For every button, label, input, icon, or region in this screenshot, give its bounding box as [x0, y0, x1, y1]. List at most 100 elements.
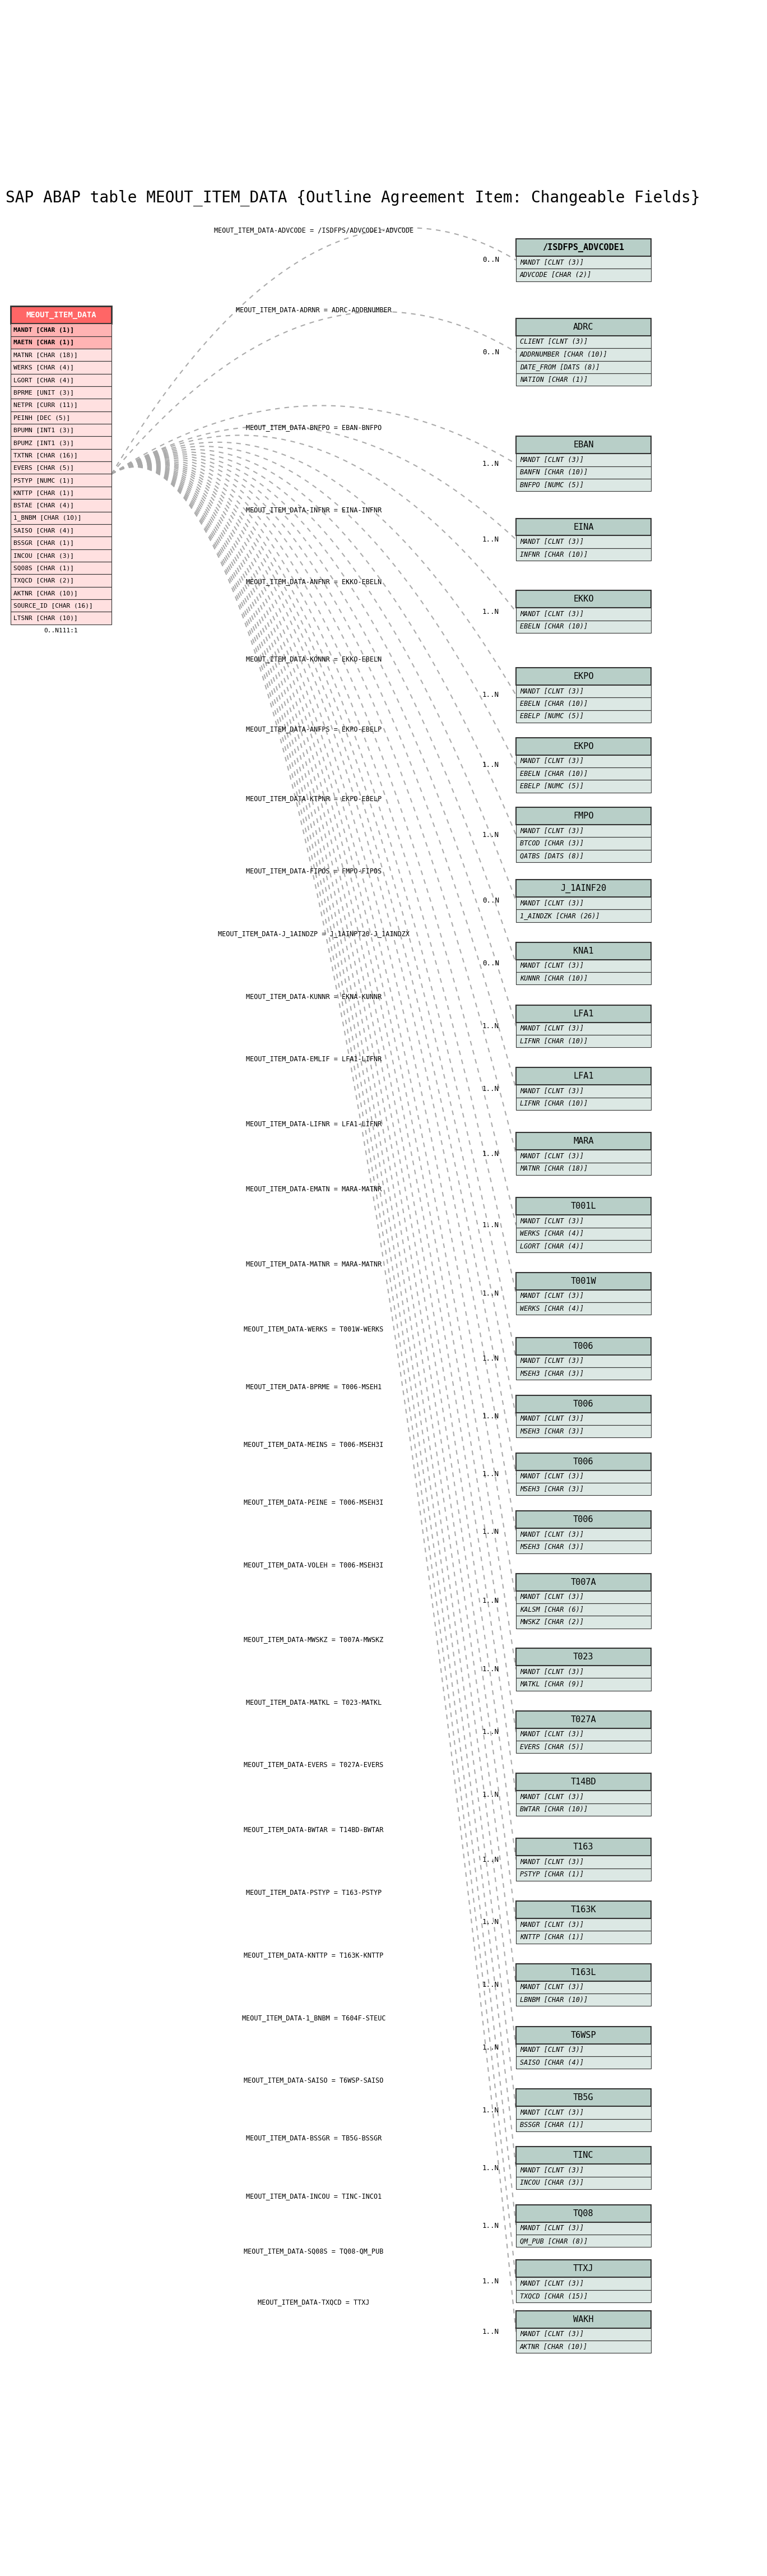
FancyBboxPatch shape	[516, 1239, 651, 1252]
Text: 1..N: 1..N	[482, 832, 499, 840]
Text: MEOUT_ITEM_DATA-SAISO = T6WSP-SAISO: MEOUT_ITEM_DATA-SAISO = T6WSP-SAISO	[244, 2076, 384, 2084]
FancyBboxPatch shape	[516, 943, 651, 961]
Text: 1..N: 1..N	[482, 1919, 499, 1927]
Text: MWSKZ [CHAR (2)]: MWSKZ [CHAR (2)]	[520, 1618, 584, 1625]
FancyBboxPatch shape	[516, 1994, 651, 2007]
FancyBboxPatch shape	[516, 536, 651, 549]
Text: TQ08: TQ08	[573, 2210, 594, 2218]
FancyBboxPatch shape	[516, 1710, 651, 1728]
Text: NATION [CHAR (1)]: NATION [CHAR (1)]	[520, 376, 588, 384]
Text: MANDT [CLNT (3)]: MANDT [CLNT (3)]	[520, 1984, 584, 1991]
Text: MANDT [CLNT (3)]: MANDT [CLNT (3)]	[520, 1414, 584, 1422]
FancyBboxPatch shape	[516, 2164, 651, 2177]
FancyBboxPatch shape	[11, 399, 111, 412]
Text: EKPO: EKPO	[573, 672, 594, 680]
Text: PSTYP [NUMC (1)]: PSTYP [NUMC (1)]	[13, 477, 74, 484]
Text: MEOUT_ITEM_DATA-ANFPS = EKPO-EBELP: MEOUT_ITEM_DATA-ANFPS = EKPO-EBELP	[246, 726, 382, 732]
FancyBboxPatch shape	[516, 1512, 651, 1528]
FancyBboxPatch shape	[516, 1855, 651, 1868]
Text: BNFPO [NUMC (5)]: BNFPO [NUMC (5)]	[520, 482, 584, 489]
Text: MANDT [CLNT (3)]: MANDT [CLNT (3)]	[520, 1857, 584, 1865]
FancyBboxPatch shape	[516, 768, 651, 781]
Text: 1..N: 1..N	[482, 1857, 499, 1862]
Text: MANDT [CLNT (3)]: MANDT [CLNT (3)]	[520, 963, 584, 969]
FancyBboxPatch shape	[516, 1337, 651, 1355]
Text: ADVCODE [CHAR (2)]: ADVCODE [CHAR (2)]	[520, 270, 591, 278]
Text: T023: T023	[573, 1654, 594, 1662]
Text: BANFN [CHAR (10)]: BANFN [CHAR (10)]	[520, 469, 588, 477]
Text: MEOUT_ITEM_DATA-MWSKZ = T007A-MWSKZ: MEOUT_ITEM_DATA-MWSKZ = T007A-MWSKZ	[244, 1636, 384, 1643]
Text: T006: T006	[573, 1515, 594, 1525]
Text: EBELP [NUMC (5)]: EBELP [NUMC (5)]	[520, 714, 584, 719]
Text: QM_PUB [CHAR (8)]: QM_PUB [CHAR (8)]	[520, 2236, 588, 2244]
Text: KNTTP [CHAR (1)]: KNTTP [CHAR (1)]	[520, 1935, 584, 1940]
FancyBboxPatch shape	[11, 348, 111, 361]
FancyBboxPatch shape	[516, 518, 651, 536]
FancyBboxPatch shape	[516, 435, 651, 453]
Text: EBELN [CHAR (10)]: EBELN [CHAR (10)]	[520, 701, 588, 708]
Text: T001L: T001L	[571, 1203, 596, 1211]
Text: BPUMN [INT1 (3)]: BPUMN [INT1 (3)]	[13, 428, 74, 433]
Text: T14BD: T14BD	[571, 1777, 596, 1785]
FancyBboxPatch shape	[516, 1396, 651, 1412]
Text: MATKL [CHAR (9)]: MATKL [CHAR (9)]	[520, 1680, 584, 1687]
FancyBboxPatch shape	[11, 574, 111, 587]
Text: MEOUT_ITEM_DATA-ADRNR = ADRC-ADDRNUMBER: MEOUT_ITEM_DATA-ADRNR = ADRC-ADDRNUMBER	[236, 307, 392, 314]
FancyBboxPatch shape	[516, 850, 651, 863]
Text: LFA1: LFA1	[573, 1010, 594, 1018]
Text: ADRC: ADRC	[573, 322, 594, 332]
FancyBboxPatch shape	[516, 1412, 651, 1425]
FancyBboxPatch shape	[11, 587, 111, 600]
FancyBboxPatch shape	[516, 1901, 651, 1919]
Text: 1..N: 1..N	[482, 461, 499, 466]
Text: MANDT [CLNT (3)]: MANDT [CLNT (3)]	[520, 1922, 584, 1929]
Text: MSEH3 [CHAR (3)]: MSEH3 [CHAR (3)]	[520, 1486, 584, 1494]
FancyBboxPatch shape	[516, 348, 651, 361]
Text: LIFNR [CHAR (10)]: LIFNR [CHAR (10)]	[520, 1100, 588, 1108]
Text: WERKS [CHAR (4)]: WERKS [CHAR (4)]	[13, 366, 74, 371]
Text: MANDT [CLNT (3)]: MANDT [CLNT (3)]	[520, 1669, 584, 1674]
FancyBboxPatch shape	[11, 374, 111, 386]
FancyBboxPatch shape	[516, 1919, 651, 1932]
FancyBboxPatch shape	[516, 2027, 651, 2043]
Text: 1..N: 1..N	[482, 2329, 499, 2336]
Text: MANDT [CLNT (3)]: MANDT [CLNT (3)]	[520, 611, 584, 618]
FancyBboxPatch shape	[516, 1471, 651, 1484]
Text: LTSNR [CHAR (10)]: LTSNR [CHAR (10)]	[13, 616, 77, 621]
Text: KNA1: KNA1	[573, 948, 594, 956]
Text: AKTNR [CHAR (10)]: AKTNR [CHAR (10)]	[520, 2344, 588, 2349]
Text: MEOUT_ITEM_DATA-KONNR = EKKO-EBELN: MEOUT_ITEM_DATA-KONNR = EKKO-EBELN	[246, 654, 382, 662]
Text: MANDT [CLNT (3)]: MANDT [CLNT (3)]	[520, 2110, 584, 2117]
Text: EBELN [CHAR (10)]: EBELN [CHAR (10)]	[520, 623, 588, 631]
Text: LBNBM [CHAR (10)]: LBNBM [CHAR (10)]	[520, 1996, 588, 2004]
Text: 0..N111:1: 0..N111:1	[44, 629, 78, 634]
Text: 1..N: 1..N	[482, 1790, 499, 1798]
Text: LFA1: LFA1	[573, 1072, 594, 1079]
FancyBboxPatch shape	[516, 2329, 651, 2342]
FancyBboxPatch shape	[516, 1216, 651, 1229]
Text: EVERS [CHAR (5)]: EVERS [CHAR (5)]	[520, 1744, 584, 1752]
Text: ADDRNUMBER [CHAR (10)]: ADDRNUMBER [CHAR (10)]	[520, 350, 607, 358]
Text: TTXJ: TTXJ	[573, 2264, 594, 2272]
Text: BSTAE [CHAR (4)]: BSTAE [CHAR (4)]	[13, 502, 74, 507]
FancyBboxPatch shape	[516, 737, 651, 755]
FancyBboxPatch shape	[516, 335, 651, 348]
Text: MATNR [CHAR (18)]: MATNR [CHAR (18)]	[13, 353, 77, 358]
FancyBboxPatch shape	[11, 435, 111, 448]
Text: INFNR [CHAR (10)]: INFNR [CHAR (10)]	[520, 551, 588, 559]
FancyBboxPatch shape	[516, 781, 651, 793]
FancyBboxPatch shape	[516, 1839, 651, 1855]
Text: MANDT [CLNT (3)]: MANDT [CLNT (3)]	[520, 899, 584, 907]
Text: AKTNR [CHAR (10)]: AKTNR [CHAR (10)]	[13, 590, 77, 595]
FancyBboxPatch shape	[516, 2089, 651, 2107]
FancyBboxPatch shape	[11, 487, 111, 500]
Text: INCOU [CHAR (3)]: INCOU [CHAR (3)]	[13, 554, 74, 559]
Text: 1..N: 1..N	[482, 1471, 499, 1479]
FancyBboxPatch shape	[516, 2205, 651, 2223]
FancyBboxPatch shape	[516, 621, 651, 634]
Text: MEOUT_ITEM_DATA-EMLIF = LFA1-LIFNR: MEOUT_ITEM_DATA-EMLIF = LFA1-LIFNR	[246, 1056, 382, 1061]
Text: EINA: EINA	[573, 523, 594, 531]
Text: MANDT [CLNT (3)]: MANDT [CLNT (3)]	[520, 1358, 584, 1365]
Text: MEOUT_ITEM_DATA-BPRME = T006-MSEH1: MEOUT_ITEM_DATA-BPRME = T006-MSEH1	[246, 1383, 382, 1391]
FancyBboxPatch shape	[516, 1574, 651, 1592]
